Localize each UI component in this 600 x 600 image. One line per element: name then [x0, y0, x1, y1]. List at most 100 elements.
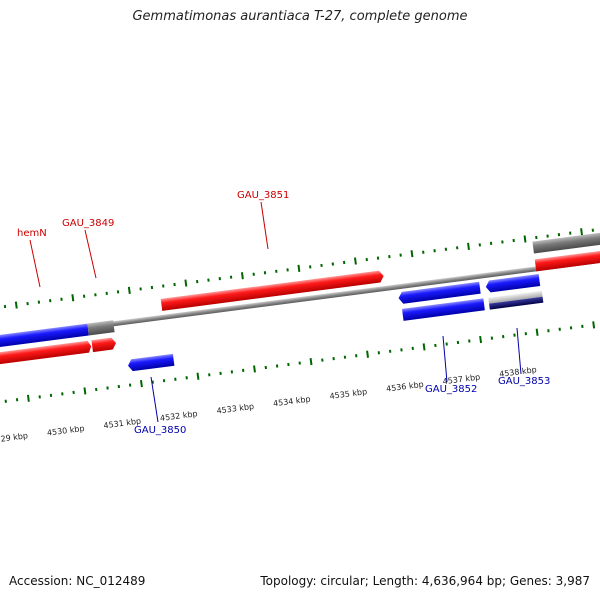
reverse-track-minor-tick	[332, 357, 335, 361]
reverse-track-major-tick	[253, 365, 256, 373]
other-feature-upper-left	[87, 320, 115, 336]
forward-track-minor-tick	[150, 285, 154, 290]
reverse-track-minor-tick	[128, 383, 132, 387]
forward-track-minor-tick	[26, 301, 29, 306]
reverse-track-minor-tick	[15, 398, 19, 402]
reverse-track-major-tick	[479, 335, 483, 344]
reverse-track-minor-tick	[298, 361, 301, 365]
map-title: Gemmatimonas aurantiaca T-27, complete g…	[132, 9, 468, 24]
forward-track-minor-tick	[422, 250, 425, 254]
reverse-tick-track	[4, 321, 596, 403]
reverse-track-major-tick	[366, 350, 369, 358]
reverse-track-minor-tick	[287, 362, 290, 367]
reverse-track-minor-tick	[49, 393, 53, 397]
reverse-track-major-tick	[196, 372, 200, 380]
forward-track-minor-tick	[546, 234, 549, 238]
forward-track-minor-tick	[331, 262, 335, 266]
gene-label-GAU_3853: GAU_3853	[498, 376, 550, 387]
gene-label-GAU_3850: GAU_3850	[134, 425, 186, 436]
gene-label-GAU_3852: GAU_3852	[425, 384, 477, 395]
forward-track-minor-tick	[342, 260, 346, 265]
reverse-track-minor-tick	[377, 351, 381, 355]
forward-track-minor-tick	[309, 265, 312, 269]
reverse-track-minor-tick	[174, 377, 177, 381]
forward-track-minor-tick	[388, 255, 391, 259]
forward-track-major-tick	[580, 228, 583, 236]
other-feature-right-edge	[532, 228, 600, 254]
reverse-track-minor-tick	[524, 332, 528, 336]
reverse-gene-upper-mid-feature	[398, 281, 481, 304]
reverse-track-minor-tick	[117, 384, 121, 389]
gene-label-GAU_3851: GAU_3851	[237, 190, 289, 201]
reverse-track-minor-tick	[569, 326, 573, 330]
GAU_3851-leader-line	[260, 201, 269, 250]
genome-backbone	[0, 253, 600, 346]
forward-track-major-tick	[14, 301, 18, 309]
reverse-track-minor-tick	[400, 348, 403, 352]
forward-track-minor-tick	[275, 269, 278, 273]
reverse-track-major-tick	[592, 321, 596, 329]
forward-track-minor-tick	[105, 291, 108, 295]
reverse-track-minor-tick	[61, 392, 64, 396]
forward-track-minor-tick	[3, 304, 7, 309]
forward-track-minor-tick	[162, 284, 165, 288]
reverse-track-minor-tick	[355, 354, 358, 358]
hemN-leader-line	[29, 239, 41, 288]
gene-hemN-feature	[0, 340, 92, 369]
reverse-track-major-tick	[26, 394, 30, 402]
reverse-track-major-tick	[140, 380, 143, 388]
forward-track-minor-tick	[49, 299, 52, 303]
forward-track-minor-tick	[365, 257, 368, 262]
forward-track-minor-tick	[478, 243, 481, 247]
gene-GAU_3853-feature	[489, 296, 544, 310]
forward-track-minor-tick	[218, 277, 221, 281]
reverse-track-minor-tick	[581, 324, 584, 328]
gene-label-GAU_3849: GAU_3849	[62, 218, 114, 229]
forward-track-major-tick	[297, 264, 301, 272]
reverse-track-minor-tick	[72, 390, 75, 395]
forward-track-major-tick	[523, 235, 527, 243]
reverse-track-minor-tick	[456, 340, 460, 345]
forward-track-minor-tick	[116, 290, 120, 294]
forward-track-minor-tick	[535, 235, 538, 240]
forward-track-major-tick	[467, 242, 470, 250]
reverse-gene-upper-left-feature	[0, 323, 89, 352]
kbp-label-4535: 4535 kbp	[329, 387, 368, 401]
forward-track-minor-tick	[376, 256, 380, 260]
kbp-label-4530: 4530 kbp	[46, 424, 85, 438]
forward-track-minor-tick	[82, 294, 86, 298]
reverse-track-minor-tick	[275, 364, 279, 368]
forward-track-minor-tick	[94, 293, 97, 297]
forward-tick-track	[3, 228, 595, 309]
forward-track-minor-tick	[263, 271, 267, 275]
reverse-track-major-tick	[309, 357, 313, 366]
GAU_3849-leader-line	[84, 229, 97, 279]
gene-GAU_3850-feature	[128, 353, 175, 372]
forward-gene-right-edge-feature	[534, 246, 600, 272]
forward-track-minor-tick	[60, 297, 63, 301]
forward-track-minor-tick	[320, 263, 323, 268]
reverse-track-minor-tick	[343, 355, 347, 359]
gene-label-hemN: hemN	[17, 228, 47, 239]
gene-GAU_3849-feature	[91, 337, 117, 353]
forward-track-minor-tick	[512, 238, 515, 243]
forward-track-minor-tick	[37, 300, 41, 304]
kbp-label-4532: 4532 kbp	[160, 409, 199, 423]
genome-summary-label: Topology: circular; Length: 4,636,964 bp…	[260, 574, 590, 588]
forward-track-major-tick	[71, 294, 75, 302]
reverse-track-minor-tick	[468, 339, 471, 343]
gene-GAU_3852-feature	[402, 298, 485, 321]
forward-track-minor-tick	[489, 241, 493, 246]
forward-track-minor-tick	[286, 268, 289, 272]
reverse-track-minor-tick	[490, 336, 494, 340]
reverse-track-minor-tick	[106, 386, 109, 390]
forward-track-minor-tick	[399, 253, 402, 257]
reverse-track-minor-tick	[558, 327, 561, 331]
forward-track-minor-tick	[591, 228, 595, 232]
reverse-track-minor-tick	[242, 368, 245, 373]
forward-track-major-tick	[410, 250, 414, 258]
accession-label: Accession: NC_012489	[9, 574, 146, 588]
reverse-track-minor-tick	[162, 379, 166, 383]
reverse-track-minor-tick	[95, 387, 98, 392]
